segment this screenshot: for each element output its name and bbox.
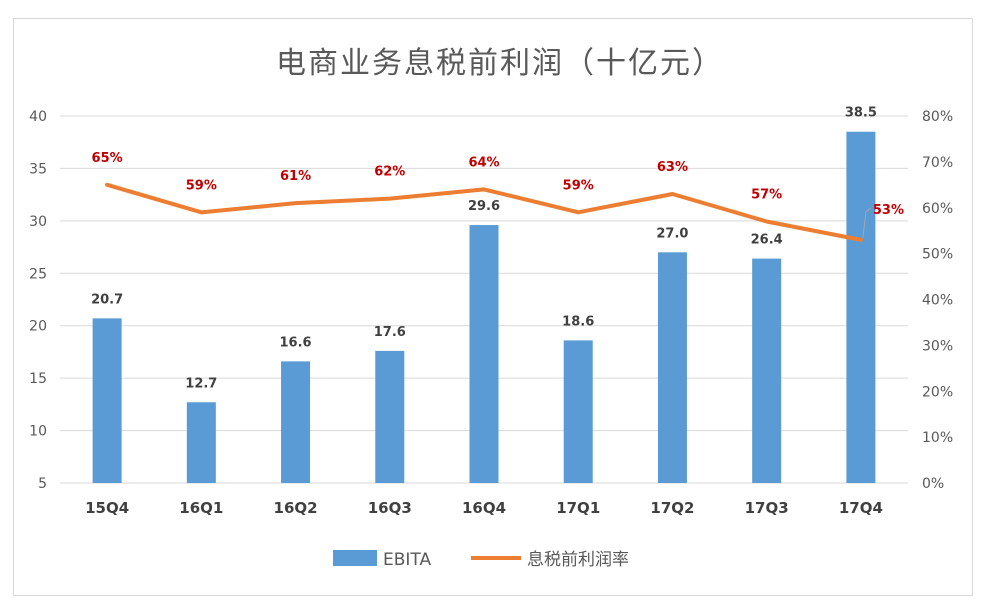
y-left-tick-label: 20 — [29, 319, 47, 335]
y-left-tick-label: 25 — [29, 266, 47, 282]
x-tick-label: 17Q1 — [556, 499, 600, 517]
y-right-tick-label: 20% — [922, 384, 953, 400]
x-tick-label: 17Q4 — [839, 499, 883, 517]
line-data-label: 64% — [468, 155, 499, 170]
legend-label-margin: 息税前利润率 — [527, 550, 629, 570]
y-left-tick-label: 5 — [38, 476, 47, 492]
line-data-label: 61% — [280, 169, 311, 184]
bar-ebita — [846, 131, 876, 483]
bar-data-label: 18.6 — [562, 314, 594, 329]
chart-title: 电商业务息税前利润（十亿元） — [276, 46, 724, 81]
x-tick-label: 16Q1 — [179, 499, 223, 517]
y-right-tick-label: 10% — [922, 430, 953, 446]
x-tick-label: 15Q4 — [85, 499, 129, 517]
y-right-tick-label: 60% — [922, 201, 953, 217]
y-right-tick-label: 30% — [922, 338, 953, 354]
legend-label-ebita: EBITA — [383, 550, 431, 570]
bar-ebita — [752, 258, 782, 483]
bar-ebita — [186, 402, 216, 483]
bar-data-label: 29.6 — [468, 199, 500, 214]
line-data-label: 59% — [563, 178, 594, 193]
line-data-label: 57% — [751, 188, 782, 203]
line-margin-series — [105, 182, 863, 242]
bar-data-label: 17.6 — [374, 325, 406, 340]
x-tick-label: 17Q2 — [650, 499, 694, 517]
y-left-tick-label: 35 — [29, 161, 47, 177]
legend-swatch-ebita — [333, 550, 377, 566]
leader-line — [862, 207, 872, 238]
y-right-tick-label: 70% — [922, 155, 953, 171]
y-left-tick-label: 10 — [29, 424, 47, 440]
bar-data-label: 27.0 — [656, 226, 688, 241]
bar-data-label: 20.7 — [91, 292, 123, 307]
x-tick-label: 16Q4 — [462, 499, 506, 517]
bar-data-label: 16.6 — [280, 335, 312, 350]
y-right-tick-label: 40% — [922, 293, 953, 309]
bar-ebita — [375, 350, 405, 483]
bar-data-label: 12.7 — [185, 376, 217, 391]
bar-ebita — [563, 340, 593, 483]
line-data-label: 63% — [657, 160, 688, 175]
x-tick-label: 16Q2 — [274, 499, 318, 517]
bar-ebita — [92, 318, 122, 483]
y-left-tick-label: 40 — [29, 109, 47, 125]
bar-data-label: 38.5 — [845, 106, 877, 121]
line-data-label: 65% — [92, 151, 123, 166]
bar-ebita — [657, 252, 687, 483]
y-right-tick-label: 50% — [922, 247, 953, 263]
bar-ebita — [469, 225, 499, 483]
y-left-tick-label: 15 — [29, 371, 47, 387]
y-right-tick-label: 0% — [922, 476, 944, 492]
line-data-label: 62% — [374, 165, 405, 180]
y-right-tick-label: 80% — [922, 109, 953, 125]
x-tick-label: 16Q3 — [368, 499, 412, 517]
bar-ebita — [281, 361, 311, 483]
line-data-label: 59% — [186, 178, 217, 193]
line-data-label: 53% — [873, 203, 904, 218]
bar-data-label: 26.4 — [751, 233, 783, 248]
y-left-tick-label: 30 — [29, 214, 47, 230]
x-tick-label: 17Q3 — [745, 499, 789, 517]
